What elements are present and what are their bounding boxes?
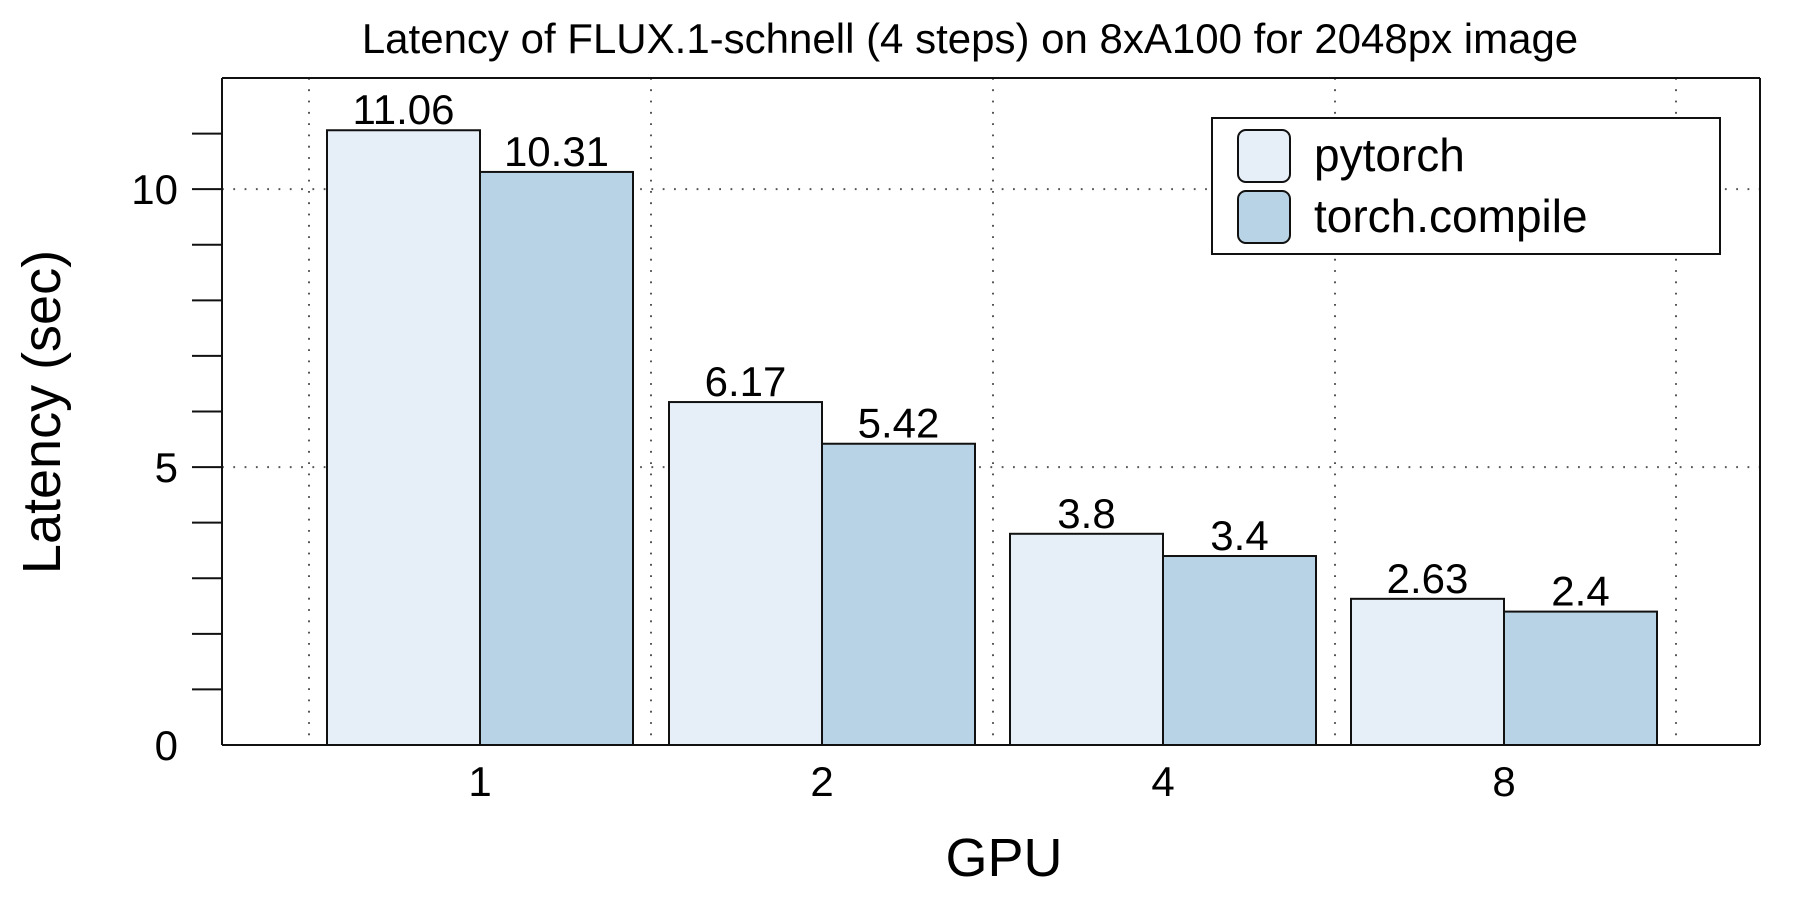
legend-label: pytorch (1314, 129, 1465, 181)
bar-pytorch-gpu-4 (1009, 532, 1164, 746)
axis-layer (221, 77, 1761, 746)
y-axis-label: Latency (sec) (12, 250, 72, 574)
bar-pytorch-gpu-2 (668, 401, 823, 746)
bar-torch-compile-gpu-2 (821, 442, 976, 746)
data-label: 6.17 (705, 358, 787, 405)
x-tick-label: 8 (1492, 758, 1515, 805)
bar-pytorch-gpu-1 (326, 129, 481, 746)
x-axis-label: GPU (945, 828, 1062, 888)
bar-torch-compile-gpu-8 (1503, 610, 1658, 746)
data-label: 10.31 (504, 128, 609, 175)
data-labels-layer: 11.06 10.31 6.17 5.42 3.8 3.4 2.63 2.4 (353, 86, 1610, 614)
y-tick-label: 0 (155, 722, 178, 769)
y-tick-label: 5 (155, 444, 178, 491)
bar-torch-compile-gpu-4 (1162, 555, 1317, 746)
legend-box (1211, 117, 1721, 255)
data-label: 2.4 (1551, 568, 1609, 615)
x-tick-label: 2 (810, 758, 833, 805)
bar-pytorch-gpu-8 (1350, 597, 1505, 747)
ticks-layer: 1 2 4 8 0 5 10 (131, 132, 1516, 805)
data-label: 5.42 (858, 400, 940, 447)
legend-swatch-pytorch (1237, 129, 1291, 183)
bars-layer (326, 129, 1658, 747)
legend-swatch-torch-compile (1237, 190, 1291, 244)
x-tick-label: 1 (468, 758, 491, 805)
legend-label: torch.compile (1314, 190, 1588, 242)
bar-torch-compile-gpu-1 (479, 170, 634, 746)
y-tick-label: 10 (131, 166, 178, 213)
chart-title: Latency of FLUX.1-schnell (4 steps) on 8… (362, 15, 1578, 62)
data-label: 3.4 (1210, 512, 1268, 559)
x-tick-label: 4 (1151, 758, 1174, 805)
legend: pytorch torch.compile (1211, 117, 1721, 255)
data-label: 2.63 (1387, 555, 1469, 602)
data-label: 3.8 (1057, 490, 1115, 537)
grid-layer (222, 78, 1760, 745)
data-label: 11.06 (353, 86, 455, 133)
